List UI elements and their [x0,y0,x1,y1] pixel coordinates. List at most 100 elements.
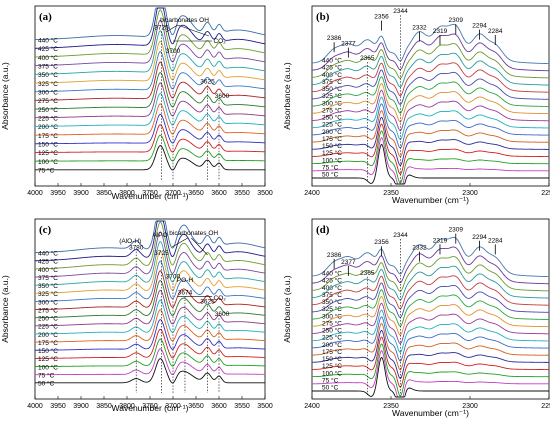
chart-panel-a: 4000 3950 3900 3850 3800 3750 3700 3650 3600 3550… [0,5,273,201]
annotation-arrow [191,237,208,256]
series-label: 200 °C [322,128,342,136]
series-line-75C [312,137,549,185]
peak-label-2294: 2294 [472,234,487,241]
panel-title: (a) [39,11,52,23]
peak-label-2365: 2365 [360,55,375,62]
series-line-125C [35,124,266,153]
series-line-50C [312,143,549,185]
x-tick-label: 2300 [462,190,478,197]
annotation-alpo: AlPO [153,232,168,239]
series-label: 350 °C [38,71,58,79]
plot-frame [311,218,550,400]
series-line-175C [311,109,550,158]
series-line-425C [34,7,266,49]
peak-label-2294: 2294 [472,23,487,30]
series-line-350C [311,62,550,97]
series-line-100C [35,338,266,367]
chart-panel-d: 2400 2350 2300 2250 Wavenumber (cm⁻¹) Absorba… [282,218,550,418]
series-line-325C [311,282,550,319]
series-line-225C [311,96,550,140]
series-line-400C [311,43,550,79]
x-axis-label: Wavenumber (cm⁻¹) [112,403,189,413]
x-tick-label: 3850 [96,403,112,410]
series-line-275C [34,270,266,311]
x-tick-label: 2350 [383,403,399,410]
annotation-arrow [171,237,188,248]
series-label: 150 °C [322,142,342,150]
peak-label-3700: 3700 [166,273,181,280]
series-label: 275 °C [38,97,58,105]
peak-label-2386: 2386 [327,252,342,259]
series-line-150C [311,116,550,167]
series-line-250C [34,280,266,319]
peak-label-2319: 2319 [433,28,448,35]
peak-label-2319: 2319 [433,237,448,244]
plot-frame [311,5,550,187]
peak-label-2377: 2377 [341,259,356,266]
y-axis-label: Absorbance (a.u.) [0,275,10,343]
series-label: 425 °C [38,258,58,266]
annotation-bicarbonates: bicarbonates OH [160,17,209,24]
series-line-225C [34,82,266,119]
series-label: 75 °C [322,163,339,171]
peak-label-3725: 3725 [154,24,169,31]
series-line-200C [311,316,550,362]
peak-label-2284: 2284 [488,237,503,244]
series-label: 300 °C [38,89,58,97]
series-label: 175 °C [38,132,58,140]
peak-label-3625: 3625 [200,78,215,85]
x-tick-label: 3650 [188,190,204,197]
series-line-250C [34,72,266,110]
series-label: 325 °C [322,92,342,100]
series-line-275C [311,82,550,123]
annotation-arrow [177,24,209,37]
series-line-375C [34,231,266,278]
series-line-350C [34,241,266,286]
series-line-325C [311,69,550,106]
series-line-425C [311,246,550,285]
annotation-co2: CO₂ [213,295,226,302]
x-tick-label: 2300 [462,403,478,410]
peak-label-3600: 3600 [215,93,230,100]
series-label: 350 °C [322,298,342,306]
series-label: 100 °C [38,158,58,166]
series-line-440C [34,7,266,41]
series-line-300C [34,51,266,93]
series-label: 150 °C [38,347,58,355]
series-line-375C [311,52,550,88]
series-line-175C [34,309,266,343]
series-label: 125 °C [38,149,58,157]
series-label: 50 °C [38,380,55,388]
series-line-425C [311,33,550,72]
series-line-375C [34,19,266,67]
series-label: 75 °C [38,167,55,175]
series-line-200C [311,103,550,149]
peak-label-2356: 2356 [374,14,389,21]
series-label: 225 °C [38,115,58,123]
peak-label-3780: 3780 [129,245,144,252]
x-axis-label: Wavenumber (cm⁻¹) [112,191,189,201]
chart-panel-b: 2400 2350 2300 2250 Wavenumber (cm⁻¹) Absorba… [282,5,550,205]
series-line-175C [34,103,266,136]
series-label: 100 °C [322,369,342,377]
x-tick-label: 3900 [73,190,89,197]
annotation-aloh: (AlO-H) [119,238,141,245]
series-label: 275 °C [322,106,342,114]
x-tick-label: 3700 [165,190,181,197]
series-label: 150 °C [322,355,342,363]
chart-panel-c: 4000 3950 3900 3850 3800 3750 3700 3650 3600 3550… [0,218,273,413]
annotation-co2: CO₂ [213,38,226,45]
series-line-440C [311,236,550,278]
series-line-400C [311,256,550,292]
series-line-300C [311,289,550,327]
series-line-375C [311,265,550,301]
series-line-150C [35,319,266,351]
panel-title: (c) [39,224,52,236]
series-label: 250 °C [38,106,58,114]
peak-label-3725: 3725 [154,250,169,257]
series-line-200C [35,299,266,335]
panel-title: (b) [316,11,330,23]
series-line-325C [34,40,266,84]
panel-title: (d) [316,224,330,236]
